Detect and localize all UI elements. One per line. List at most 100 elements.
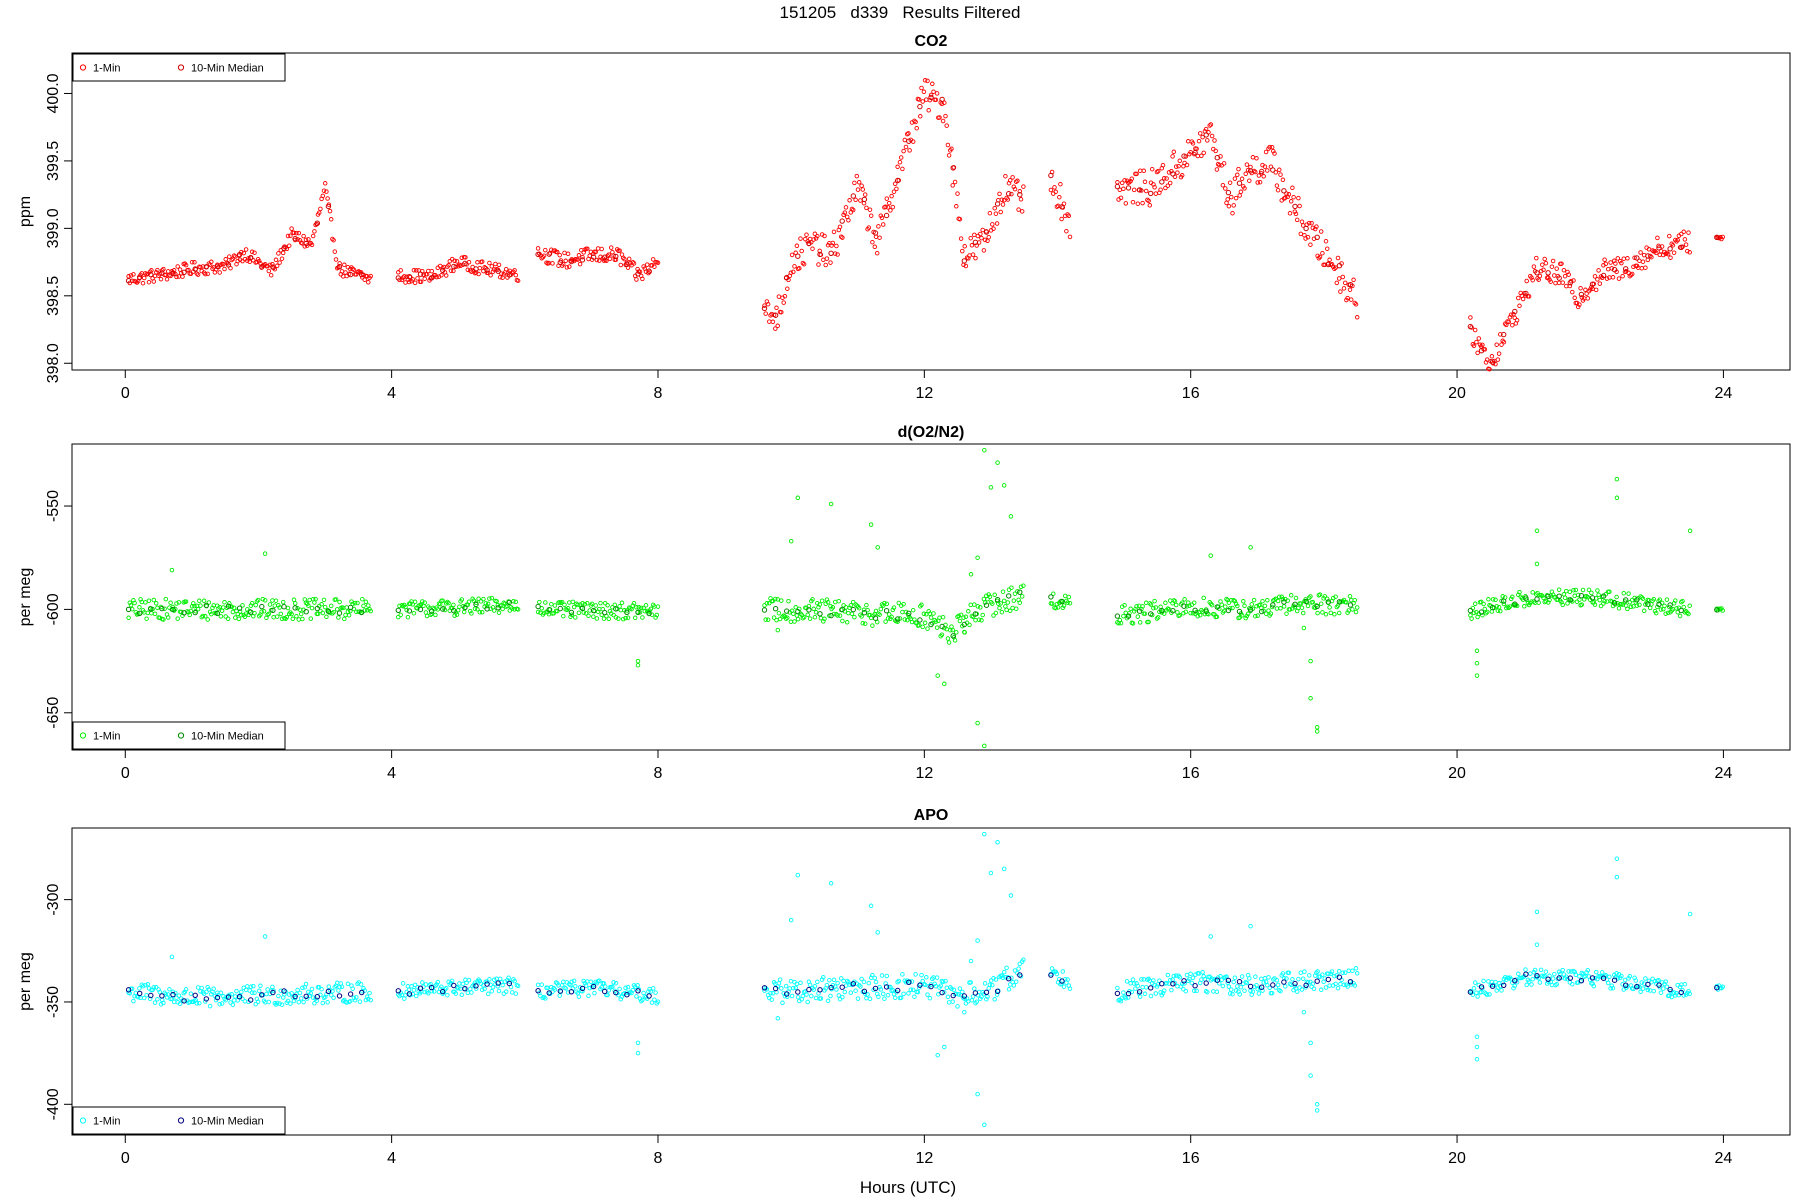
one-min-point <box>914 125 919 131</box>
one-min-point <box>153 985 159 990</box>
median-point <box>1192 983 1198 989</box>
one-min-point <box>1115 180 1120 185</box>
one-min-point <box>793 605 798 610</box>
one-min-point <box>1254 604 1259 609</box>
median-point <box>1645 601 1651 607</box>
one-min-point <box>1673 598 1678 603</box>
one-min-point <box>885 205 891 210</box>
one-min-point <box>1554 981 1559 987</box>
median-point <box>347 604 354 611</box>
one-min-point <box>1474 660 1480 666</box>
one-min-point <box>327 987 333 993</box>
one-min-point <box>992 205 997 211</box>
one-min-point <box>1720 608 1725 613</box>
one-min-point <box>1241 599 1246 604</box>
one-min-point <box>1480 612 1485 618</box>
one-min-point <box>895 164 900 170</box>
one-min-point <box>563 258 568 264</box>
one-min-point <box>253 602 258 608</box>
one-min-point <box>1053 969 1058 975</box>
one-min-point <box>496 610 502 616</box>
one-min-point <box>1128 606 1133 612</box>
one-min-point <box>585 600 590 606</box>
one-min-point <box>858 984 863 989</box>
one-min-point <box>295 987 300 993</box>
one-min-point <box>610 984 615 989</box>
one-min-point <box>168 600 173 605</box>
one-min-point <box>157 989 163 995</box>
one-min-point <box>555 608 560 614</box>
one-min-point <box>147 996 153 1001</box>
one-min-point <box>1285 194 1290 200</box>
one-min-point <box>454 259 460 264</box>
one-min-point <box>252 990 257 996</box>
one-min-point <box>252 250 257 255</box>
one-min-point <box>1670 243 1676 248</box>
one-min-point <box>1564 588 1569 594</box>
one-min-point <box>509 606 515 611</box>
median-point <box>1114 613 1121 619</box>
one-min-point <box>1133 986 1138 991</box>
one-min-point <box>583 611 589 616</box>
one-min-point <box>503 989 509 994</box>
one-min-point <box>623 985 628 991</box>
one-min-point <box>1012 186 1018 192</box>
one-min-point <box>1484 357 1490 362</box>
one-min-point <box>848 990 854 995</box>
one-min-point <box>842 210 848 215</box>
one-min-point <box>414 268 419 273</box>
one-min-point <box>650 257 656 262</box>
one-min-point <box>868 903 874 909</box>
one-min-point <box>368 997 373 1003</box>
one-min-point <box>1283 195 1288 200</box>
one-min-point <box>316 210 322 215</box>
one-min-point <box>1614 874 1620 880</box>
one-min-point <box>487 977 492 982</box>
one-min-point <box>926 108 931 113</box>
one-min-point <box>188 271 194 277</box>
one-min-point <box>1153 991 1159 996</box>
one-min-point <box>169 567 175 573</box>
one-min-point <box>340 274 346 279</box>
one-min-point <box>464 980 469 985</box>
one-min-point <box>1274 978 1280 983</box>
one-min-point <box>1553 280 1558 286</box>
one-min-point <box>1567 283 1573 289</box>
one-min-point <box>779 309 784 315</box>
one-min-point <box>630 987 636 993</box>
one-min-point <box>1172 598 1178 604</box>
one-min-point <box>469 269 474 274</box>
one-min-point <box>489 264 495 269</box>
one-min-point <box>555 249 560 255</box>
one-min-point <box>991 613 996 618</box>
one-min-point <box>1000 589 1006 594</box>
one-min-point <box>1214 989 1220 995</box>
one-min-point <box>979 235 984 241</box>
one-min-point <box>952 638 958 643</box>
one-min-point <box>1187 603 1192 609</box>
one-min-point <box>1237 193 1242 198</box>
one-min-point <box>909 979 915 984</box>
one-min-point <box>1614 495 1620 501</box>
one-min-point <box>840 235 845 240</box>
one-min-point <box>770 319 776 325</box>
one-min-point <box>360 596 365 602</box>
one-min-point <box>969 243 975 248</box>
one-min-point <box>860 187 866 192</box>
one-min-point <box>167 987 172 992</box>
one-min-point <box>551 611 556 616</box>
one-min-point <box>1720 984 1725 990</box>
one-min-point <box>175 616 180 621</box>
median-point <box>1114 183 1121 190</box>
legend-box <box>72 1106 286 1135</box>
one-min-point <box>1470 605 1476 611</box>
median-point <box>1567 597 1574 603</box>
one-min-point <box>775 627 781 633</box>
one-min-point <box>557 993 562 998</box>
one-min-point <box>810 597 815 602</box>
one-min-point <box>921 611 927 617</box>
one-min-point <box>331 995 336 1001</box>
one-min-point <box>1308 696 1313 701</box>
one-min-point <box>625 984 631 990</box>
one-min-point <box>972 232 977 238</box>
